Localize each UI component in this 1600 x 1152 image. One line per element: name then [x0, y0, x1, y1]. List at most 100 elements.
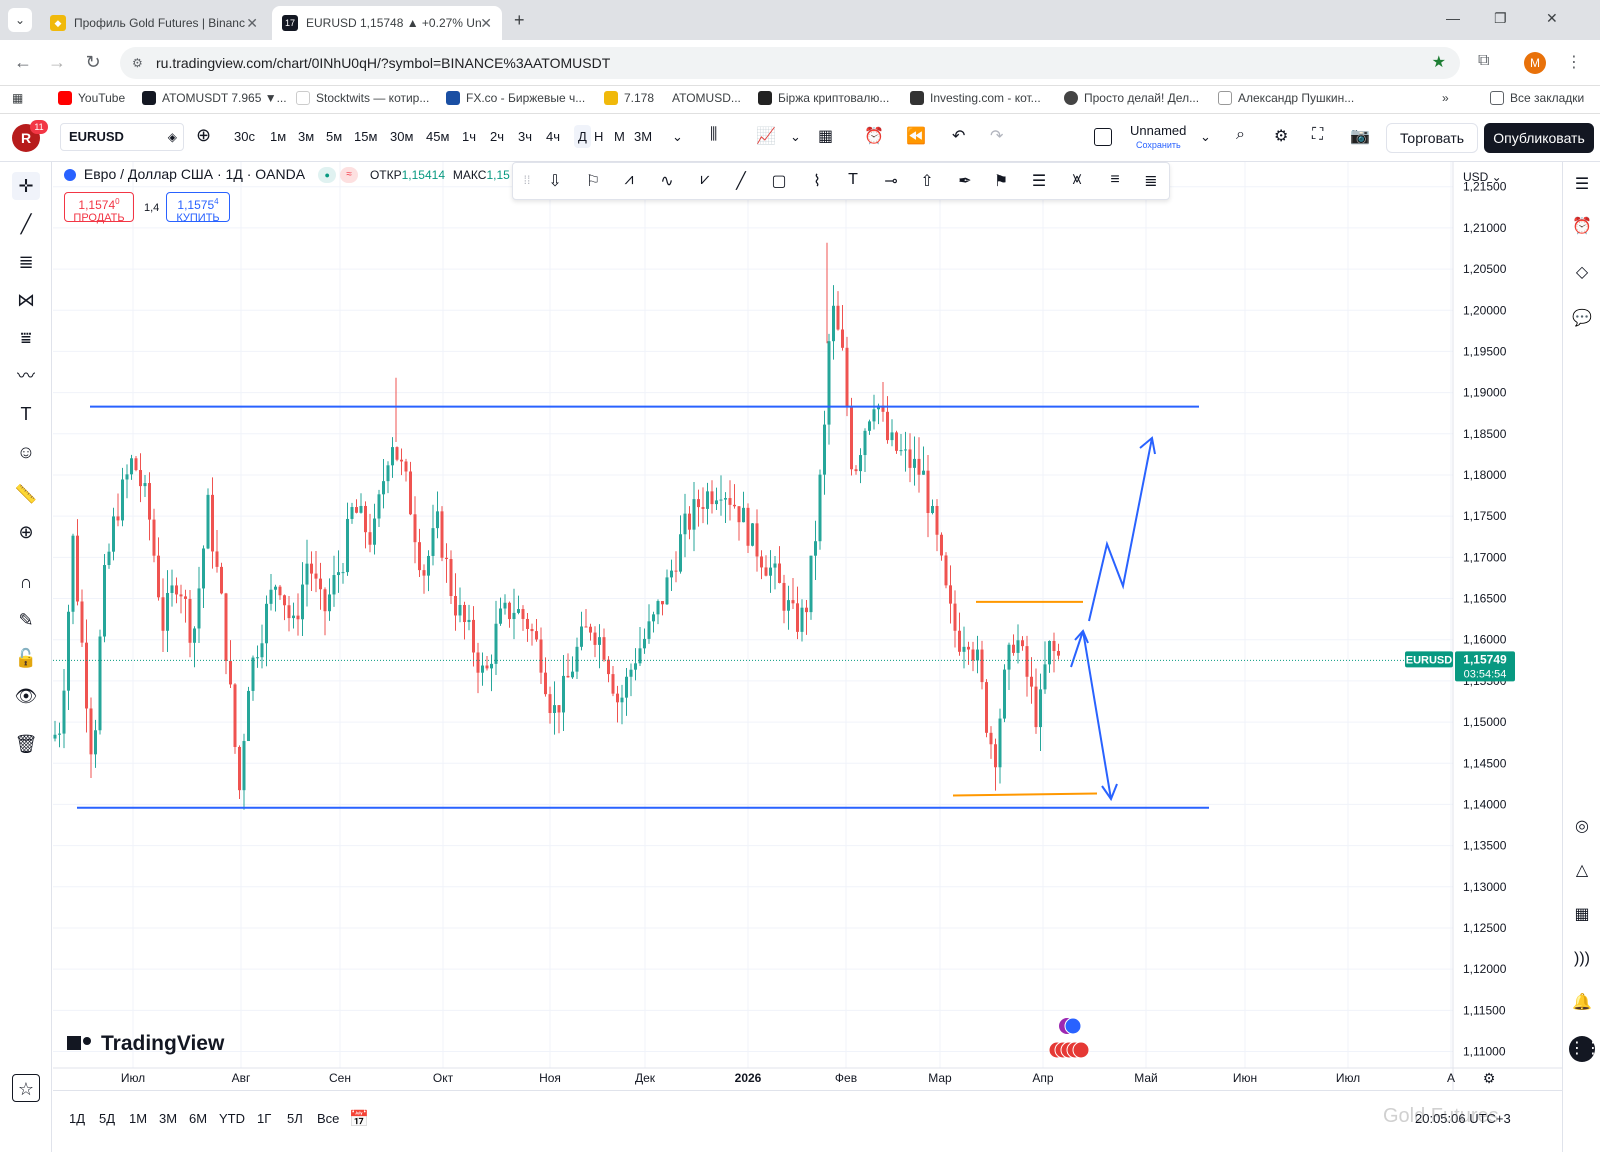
restore-icon[interactable]: ❐: [1494, 10, 1507, 26]
pen-tool-icon[interactable]: ✒: [958, 173, 972, 190]
close-tab-icon[interactable]: ✕: [480, 14, 492, 31]
bookmark-investing[interactable]: Investing.com - кот...: [910, 91, 1041, 105]
timeframe-2[interactable]: 1М: [129, 1111, 148, 1126]
flag-tool-icon[interactable]: ⚑: [993, 173, 1009, 190]
arrow-up-tool-icon[interactable]: ⇧: [920, 173, 934, 190]
brush-icon[interactable]: 〰: [17, 366, 35, 386]
text-tool-icon[interactable]: T: [20, 404, 32, 424]
browser-tab-eurusd[interactable]: 17 EURUSD 1,15748 ▲ +0.27% Un ✕: [272, 6, 502, 40]
interval-8[interactable]: 2ч: [490, 129, 505, 144]
bookmark-atomusd[interactable]: ATOMUSD...: [672, 91, 741, 105]
currency-label[interactable]: USD ⌄: [1463, 170, 1502, 184]
chat-icon[interactable]: 💬: [1572, 310, 1592, 327]
indicators-icon[interactable]: 📈: [756, 128, 776, 145]
bookmark-prosto[interactable]: Просто делай! Дел...: [1064, 91, 1199, 105]
crosshair-icon[interactable]: ✛: [12, 172, 40, 200]
line-tool-icon[interactable]: ╱: [736, 173, 746, 190]
wxyz-tool-icon[interactable]: ⩗: [700, 171, 710, 188]
interval-4[interactable]: 15м: [354, 129, 378, 144]
fib-icon[interactable]: ≣: [18, 252, 34, 272]
apps-grid-icon[interactable]: ▦: [12, 91, 24, 105]
forward-icon[interactable]: →: [48, 52, 66, 72]
lock-icon[interactable]: 🔓: [14, 648, 38, 668]
interval-1[interactable]: 1м: [270, 129, 287, 144]
event-economic-icon[interactable]: [1072, 1041, 1090, 1059]
layout-square-icon[interactable]: [1094, 128, 1112, 146]
screener-icon[interactable]: ◎: [1575, 818, 1589, 835]
timeframe-0[interactable]: 1Д: [69, 1111, 86, 1126]
publish-button[interactable]: Опубликовать: [1484, 123, 1594, 153]
site-info-icon[interactable]: ⚙: [132, 56, 143, 70]
legend-title[interactable]: Евро / Доллар США · 1Д · OANDA: [83, 166, 305, 182]
ruler-icon[interactable]: 📏: [14, 484, 38, 504]
gann-tool-icon[interactable]: ≣: [1144, 173, 1158, 190]
interval-0[interactable]: 30с: [234, 129, 255, 144]
layers-icon[interactable]: ◇: [1575, 264, 1589, 281]
buy-button[interactable]: 1,15754 КУПИТЬ: [166, 192, 230, 224]
bookmark-binance[interactable]: 7.178: [604, 91, 654, 105]
scale-settings-icon[interactable]: ⚙: [1483, 1070, 1496, 1086]
alert-icon[interactable]: ⏰: [864, 128, 884, 145]
trash-icon[interactable]: 🗑: [14, 734, 38, 754]
horizontal-ray-icon[interactable]: ⊸: [884, 173, 898, 190]
bookmark-stocktwits[interactable]: Stocktwits — котир...: [296, 91, 429, 105]
window-close-icon[interactable]: ✕: [1546, 10, 1558, 26]
price-chart[interactable]: 1,21500 1,21000 1,20500 1,20000 1,19500 1,190…: [53, 162, 1562, 1090]
watchlist-icon[interactable]: ☰: [1574, 176, 1590, 193]
browser-menu-icon[interactable]: ⋮: [1566, 54, 1582, 71]
fib-levels-icon[interactable]: ≡: [1110, 171, 1120, 188]
trend-line-icon[interactable]: ╱: [20, 214, 32, 234]
interval-7[interactable]: 1ч: [462, 129, 477, 144]
interval-12[interactable]: Н: [594, 129, 604, 144]
bookmark-exchange[interactable]: Біржа криптовалю...: [758, 91, 889, 105]
interval-2[interactable]: 3м: [298, 129, 315, 144]
prediction-icon[interactable]: ⩸: [20, 328, 32, 348]
interval-3[interactable]: 5м: [326, 129, 343, 144]
redo-icon[interactable]: ↷: [990, 128, 1004, 145]
alerts-clock-icon[interactable]: ⏰: [1572, 218, 1592, 235]
timeframe-5[interactable]: YTD: [219, 1111, 245, 1126]
range-bottom-line[interactable]: [952, 792, 1098, 797]
abc-pattern-icon[interactable]: ⩙: [1072, 171, 1082, 188]
elliott-wave-icon[interactable]: ⩘: [624, 171, 634, 188]
hide-drawings-icon[interactable]: 👁: [14, 686, 38, 706]
browser-tab-gold[interactable]: ◆ Профиль Gold Futures | Binanc ✕: [40, 6, 268, 40]
pattern-icon[interactable]: ⋈: [17, 290, 35, 310]
notifications-bell-icon[interactable]: 🔔: [1572, 994, 1592, 1011]
templates-icon[interactable]: ▦: [818, 128, 834, 145]
minimize-icon[interactable]: —: [1446, 10, 1460, 26]
settings-icon[interactable]: ⚙: [1274, 128, 1289, 145]
timeframe-3[interactable]: 3М: [159, 1111, 178, 1126]
profile-avatar[interactable]: M: [1524, 52, 1546, 74]
candles-style-icon[interactable]: ⫼: [710, 126, 718, 143]
date-range-icon[interactable]: 📅: [349, 1111, 369, 1128]
channel-tool-icon[interactable]: ☰: [1031, 173, 1047, 190]
arrow-down-tool-icon[interactable]: ⇩: [548, 173, 562, 190]
event-dividend-icon[interactable]: [1064, 1017, 1082, 1035]
reload-icon[interactable]: ↻: [85, 52, 101, 72]
close-tab-icon[interactable]: ✕: [246, 14, 258, 31]
url-input[interactable]: ⚙ ru.tradingview.com/chart/0INhU0qH/?sym…: [120, 47, 1460, 79]
interval-9[interactable]: 3ч: [518, 129, 533, 144]
bookmark-atomusdt[interactable]: ATOMUSDT 7.965 ▼...: [142, 91, 287, 105]
back-icon[interactable]: ←: [14, 52, 32, 72]
tab-list-dropdown[interactable]: ⌄: [8, 8, 32, 32]
all-bookmarks[interactable]: Все закладки: [1490, 91, 1584, 105]
zoom-in-icon[interactable]: ⊕: [18, 522, 34, 542]
flag-price-tool-icon[interactable]: ⚐: [585, 173, 601, 190]
quick-search-icon[interactable]: ⌕: [1236, 126, 1245, 143]
trade-button[interactable]: Торговать: [1386, 123, 1478, 153]
layout-name-block[interactable]: Unnamed Сохранить: [1130, 124, 1186, 152]
timeframe-1[interactable]: 5Д: [99, 1111, 116, 1126]
stay-drawing-icon[interactable]: ✎: [18, 610, 34, 630]
interval-10[interactable]: 4ч: [546, 129, 561, 144]
bookmark-pushkin[interactable]: Александр Пушкин...: [1218, 91, 1354, 105]
bookmark-star-icon[interactable]: ★: [1431, 54, 1446, 71]
timeframe-6[interactable]: 1Г: [257, 1111, 272, 1126]
interval-dropdown-icon[interactable]: ⌄: [672, 129, 683, 144]
bullish-projection-path[interactable]: [1088, 437, 1153, 622]
replay-icon[interactable]: ⏪: [906, 128, 926, 145]
utc-clock[interactable]: 20:05:06 UTC+3: [1415, 1111, 1511, 1126]
bookmark-youtube[interactable]: YouTube: [58, 91, 125, 105]
rectangle-tool-icon[interactable]: ▢: [771, 173, 787, 190]
